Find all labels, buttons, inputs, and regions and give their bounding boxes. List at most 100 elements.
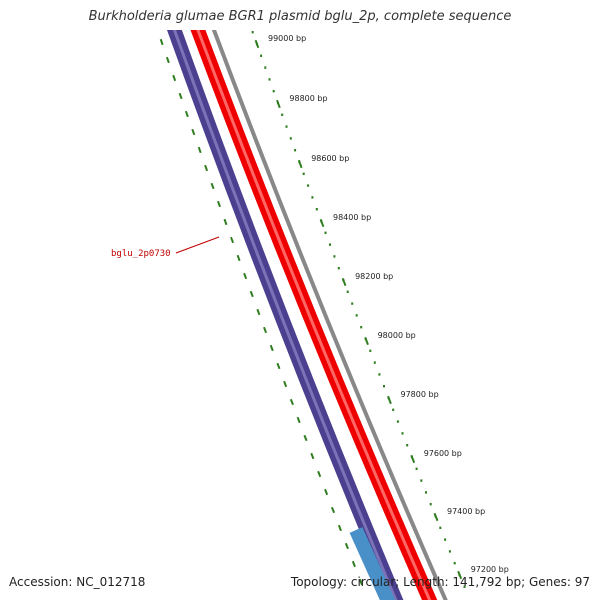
scale-minor-tick [260,54,263,57]
scale-minor-tick [307,184,310,187]
inner-tick-mark [172,74,177,82]
inner-tick-mark [344,542,349,550]
scale-minor-tick [302,172,305,175]
inner-tick-mark [197,146,202,154]
scale-tick-ring [251,31,466,588]
inner-tick-mark [276,362,281,370]
cds-track[interactable] [163,0,404,600]
inner-tick-mark [358,578,363,586]
scale-minor-tick [378,373,381,376]
inner-tick-mark [256,308,261,316]
scale-major-tick [364,336,369,346]
inner-tick-mark [230,236,235,244]
scale-major-tick [433,512,439,522]
gene-label-bglu-2p0730[interactable]: bglu_2p0730 [111,249,171,259]
gene-track [190,30,438,600]
scale-minor-tick [453,562,456,565]
gene-track-highlight [196,30,432,600]
scale-minor-tick [360,326,363,329]
inner-tick-mark [204,164,209,172]
scale-tick-label: 97600 bp [424,449,462,458]
scale-minor-tick [324,231,327,234]
inner-tick-mark [289,398,294,406]
scale-major-tick [319,218,325,228]
inner-tick-mark [269,344,274,352]
scale-minor-tick [425,491,427,494]
scale-minor-tick [351,302,354,305]
scale-minor-tick [448,550,451,553]
cds-feature-highlight [172,30,398,600]
accession-text: Accession: NC_012718 [9,575,146,589]
scale-major-tick [276,99,281,109]
cds-feature-light[interactable] [349,527,396,600]
scale-minor-tick [346,290,349,293]
inner-tick-mark [351,560,356,568]
scale-minor-tick [281,113,284,116]
inner-tick-mark [243,272,248,280]
inner-tick-mark [296,416,301,424]
scale-tick-label: 97400 bp [447,507,485,516]
scale-tick-label: 97200 bp [471,565,509,574]
summary-text: Topology: circular; Length: 141,792 bp; … [290,575,590,589]
scale-tick-label: 97800 bp [401,390,439,399]
scale-minor-tick [373,361,376,364]
scale-major-tick [254,39,260,49]
inner-tick-mark [330,506,336,514]
inner-tick-mark [303,434,308,442]
scale-tick-label: 98800 bp [289,94,327,103]
scale-minor-tick [289,137,292,140]
scale-tick-label: 98600 bp [311,154,349,163]
map-title: Burkholderia glumae BGR1 plasmid bglu_2p… [88,9,512,24]
inner-tick-mark [249,290,254,298]
gene-track-outline [190,30,438,600]
scale-minor-tick [401,432,404,435]
gene-label-group[interactable]: bglu_2p0730 [111,236,220,259]
inner-tick-mark [217,200,221,208]
inner-tick-mark [236,254,241,262]
inner-tick-mark [263,326,268,334]
inner-tick-mark [159,38,164,46]
scale-major-tick [457,570,463,580]
inner-tick-mark [337,524,342,532]
inner-tick-mark [223,218,228,226]
scale-major-tick [410,454,416,464]
scale-minor-tick [329,243,331,246]
inner-tick-ring [154,21,363,586]
scale-minor-tick [415,467,418,470]
scale-minor-tick [251,31,254,34]
scale-minor-tick [315,208,318,211]
inner-tick-mark [184,110,189,118]
cds-feature[interactable] [163,0,404,600]
scale-minor-tick [444,538,447,541]
inner-tick-mark [283,380,288,388]
scale-minor-tick [337,267,340,270]
inner-tick-mark [154,21,156,27]
inner-tick-mark [210,182,215,190]
scale-tick-label: 99000 bp [268,34,306,43]
scale-minor-tick [294,149,297,152]
inner-tick-mark [178,92,183,100]
scale-minor-tick [463,585,466,588]
scale-major-tick [297,159,303,169]
scale-major-tick [387,395,392,405]
scale-minor-tick [268,78,271,81]
scale-minor-tick [429,503,432,506]
scale-minor-tick [383,385,385,388]
scale-minor-tick [439,526,442,529]
scale-tick-label: 98400 bp [333,213,371,222]
scale-tick-label: 98200 bp [355,272,393,281]
scale-tick-label: 98000 bp [378,331,416,340]
scale-minor-tick [333,255,336,258]
scale-minor-tick [285,125,288,128]
backbone-track [211,30,448,600]
scale-major-tick [341,277,347,287]
scale-minor-tick [272,90,275,93]
inner-tick-mark [191,128,196,136]
inner-tick-mark [310,452,315,460]
scale-minor-tick [396,420,399,423]
scale-minor-tick [369,349,372,352]
scale-tick-labels: 99000 bp 98800 bp 98600 bp 98400 bp 98200 bp… [268,34,509,574]
inner-tick-mark [317,470,322,478]
